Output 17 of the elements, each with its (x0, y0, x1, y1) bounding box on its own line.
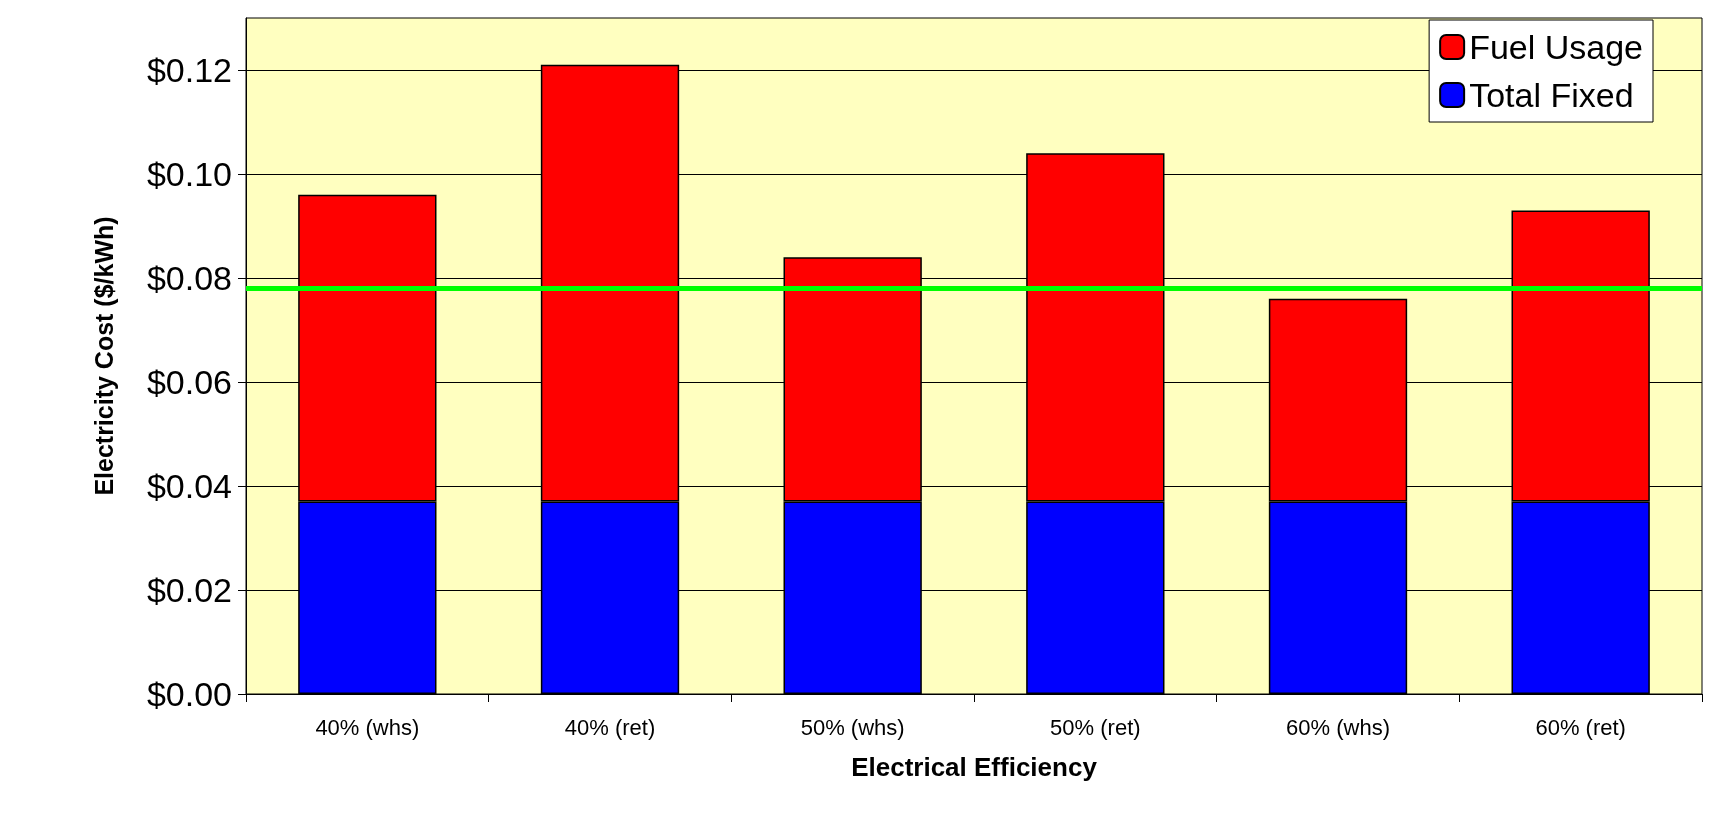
x-tick-label: 50% (ret) (1050, 714, 1141, 740)
x-tick-label: 40% (whs) (315, 714, 420, 740)
y-axis-title: Electricity Cost ($/kWh) (89, 216, 118, 496)
y-tick-label: $0.06 (146, 363, 232, 401)
x-tick-label: 60% (whs) (1286, 714, 1390, 740)
y-tick-label: $0.08 (146, 259, 232, 297)
y-tick-label: $0.10 (146, 155, 232, 193)
x-tick-label: 40% (ret) (564, 714, 656, 740)
y-tick-label: $0.04 (146, 467, 232, 505)
legend-label: Fuel Usage (1469, 28, 1644, 66)
x-tick-label: 50% (whs) (800, 714, 905, 740)
x-axis-title: Electrical Efficiency (851, 752, 1098, 782)
y-tick-label: $0.12 (146, 51, 232, 89)
y-tick-label: $0.00 (146, 675, 232, 713)
y-tick-label: $0.02 (146, 571, 232, 609)
x-tick-label: 60% (ret) (1535, 714, 1626, 740)
legend-label: Total Fixed (1469, 76, 1634, 114)
